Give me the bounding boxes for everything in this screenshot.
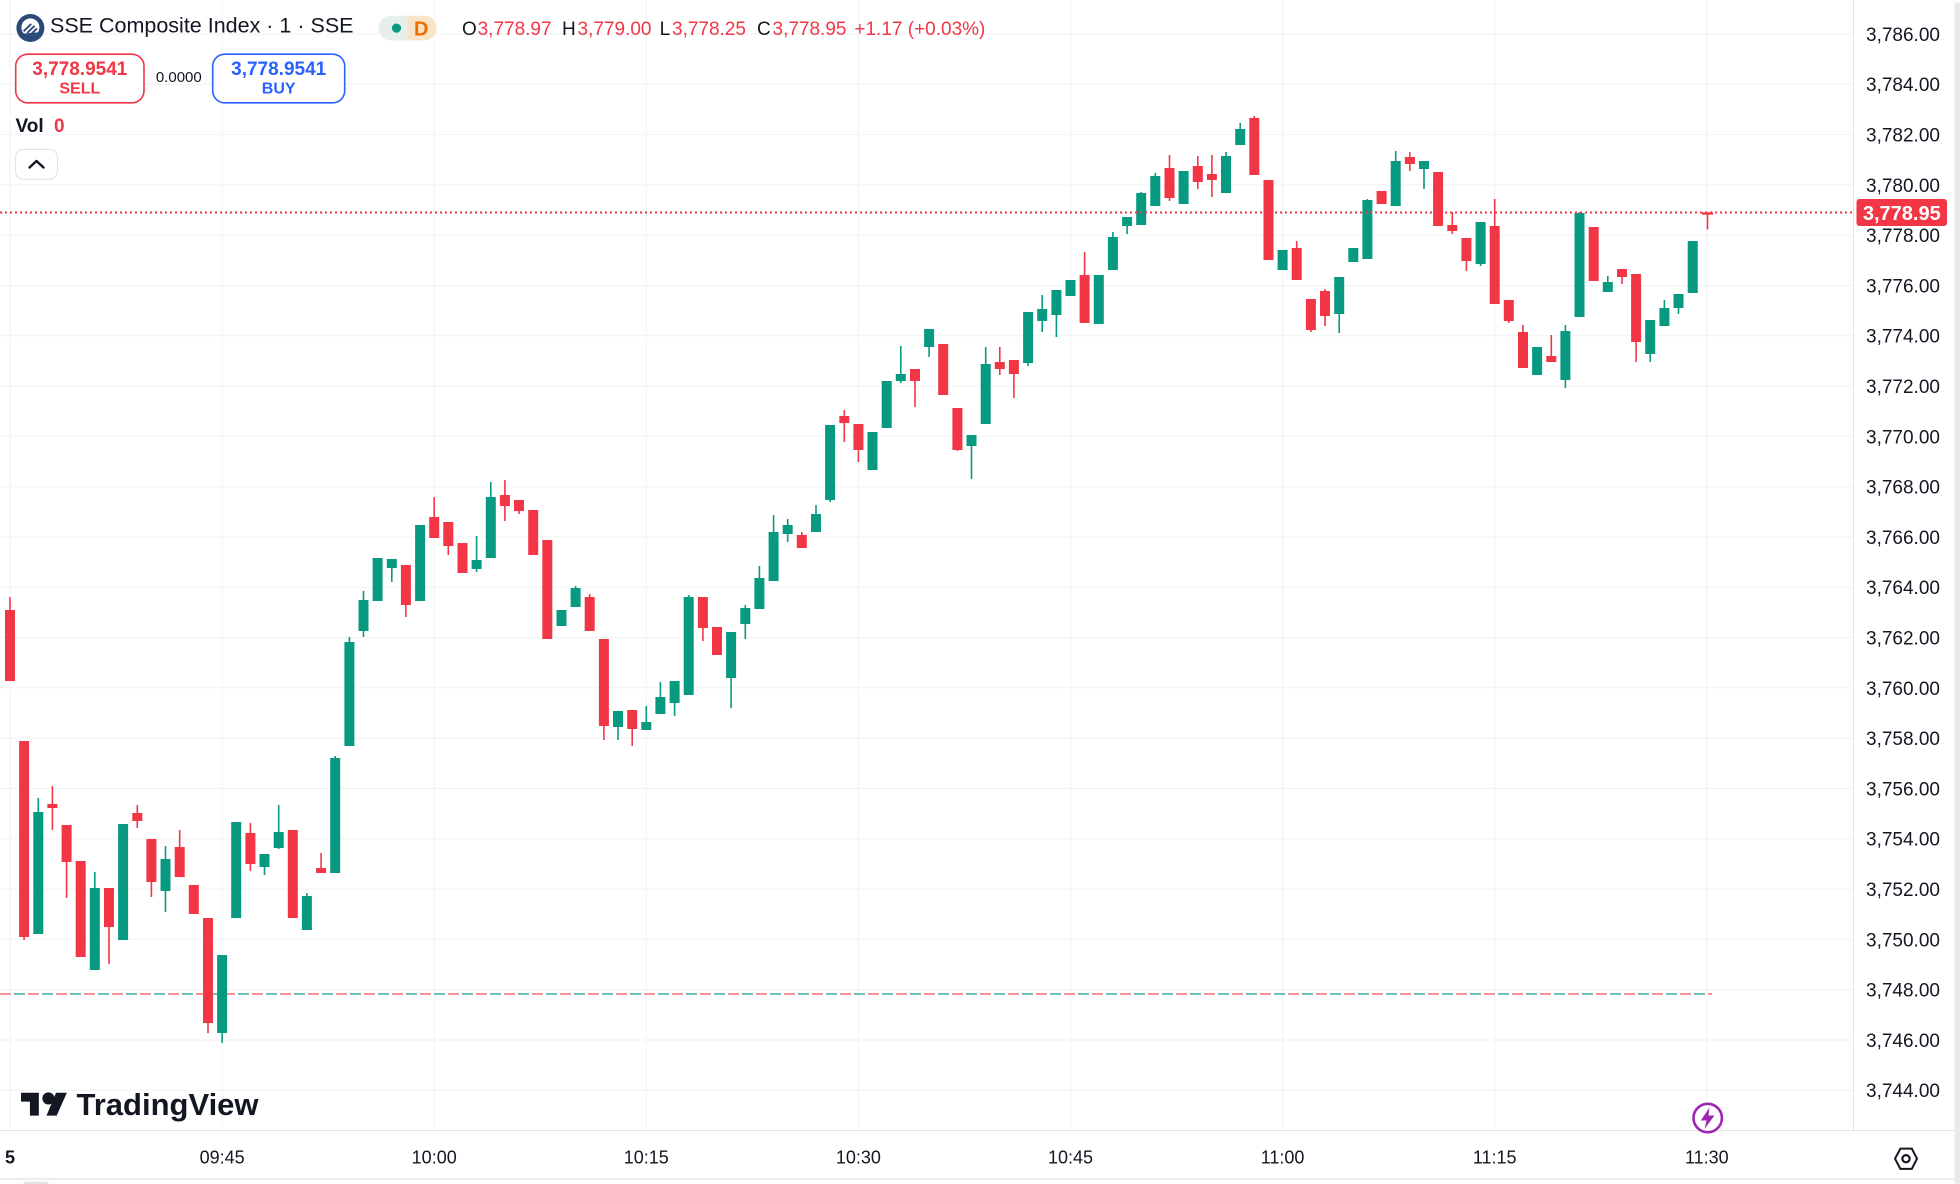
svg-text:3,772.00: 3,772.00 <box>1866 377 1940 398</box>
svg-text:3,770.00: 3,770.00 <box>1866 427 1940 448</box>
svg-text:L: L <box>660 19 671 40</box>
svg-text:3,778.97: 3,778.97 <box>478 19 552 40</box>
svg-text:3,784.00: 3,784.00 <box>1866 75 1940 96</box>
svg-text:3,750.00: 3,750.00 <box>1866 930 1940 951</box>
svg-text:3,786.00: 3,786.00 <box>1866 25 1940 46</box>
svg-text:+1.17 (+0.03%): +1.17 (+0.03%) <box>854 19 985 40</box>
svg-text:10:45: 10:45 <box>1048 1148 1093 1168</box>
svg-text:3,780.00: 3,780.00 <box>1866 176 1940 197</box>
svg-text:3,762.00: 3,762.00 <box>1866 629 1940 650</box>
svg-text:0: 0 <box>54 116 65 137</box>
svg-text:BUY: BUY <box>262 81 296 98</box>
svg-text:TradingView: TradingView <box>77 1087 260 1122</box>
svg-text:3,764.00: 3,764.00 <box>1866 578 1940 599</box>
svg-text:3,782.00: 3,782.00 <box>1866 126 1940 147</box>
svg-text:3,754.00: 3,754.00 <box>1866 830 1940 851</box>
svg-text:11:15: 11:15 <box>1473 1148 1517 1168</box>
svg-text:SELL: SELL <box>59 81 100 98</box>
svg-text:3,752.00: 3,752.00 <box>1866 880 1940 901</box>
svg-text:3,756.00: 3,756.00 <box>1866 779 1940 800</box>
svg-text:SSE Composite Index · 1 · SSE: SSE Composite Index · 1 · SSE <box>50 13 354 37</box>
svg-text:3,748.00: 3,748.00 <box>1866 981 1940 1002</box>
svg-text:3,778.25: 3,778.25 <box>672 19 746 40</box>
svg-text:Vol: Vol <box>16 116 44 137</box>
svg-text:3,744.00: 3,744.00 <box>1866 1081 1940 1102</box>
svg-text:3,766.00: 3,766.00 <box>1866 528 1940 549</box>
svg-text:10:00: 10:00 <box>412 1148 457 1168</box>
svg-text:09:45: 09:45 <box>200 1148 245 1168</box>
svg-text:3,778.95: 3,778.95 <box>1863 203 1941 225</box>
svg-text:3,778.9541: 3,778.9541 <box>231 59 327 80</box>
svg-text:3,760.00: 3,760.00 <box>1866 679 1940 700</box>
svg-text:11:00: 11:00 <box>1261 1148 1305 1168</box>
svg-text:H: H <box>562 19 576 40</box>
svg-text:3,779.00: 3,779.00 <box>578 19 652 40</box>
svg-text:5: 5 <box>5 1148 15 1168</box>
svg-text:3,776.00: 3,776.00 <box>1866 276 1940 297</box>
svg-text:3,778.00: 3,778.00 <box>1866 226 1940 247</box>
svg-text:11:30: 11:30 <box>1685 1148 1729 1168</box>
svg-text:3,768.00: 3,768.00 <box>1866 478 1940 499</box>
svg-text:3,746.00: 3,746.00 <box>1866 1031 1940 1052</box>
svg-text:0.0000: 0.0000 <box>156 69 202 86</box>
svg-text:3,758.00: 3,758.00 <box>1866 729 1940 750</box>
svg-text:3,774.00: 3,774.00 <box>1866 327 1940 348</box>
svg-text:C: C <box>757 19 771 40</box>
svg-text:3,778.95: 3,778.95 <box>773 19 847 40</box>
svg-text:D: D <box>414 18 428 40</box>
svg-text:3,778.9541: 3,778.9541 <box>32 59 128 80</box>
svg-text:10:15: 10:15 <box>624 1148 669 1168</box>
svg-text:10:30: 10:30 <box>836 1148 881 1168</box>
svg-text:O: O <box>462 19 477 40</box>
